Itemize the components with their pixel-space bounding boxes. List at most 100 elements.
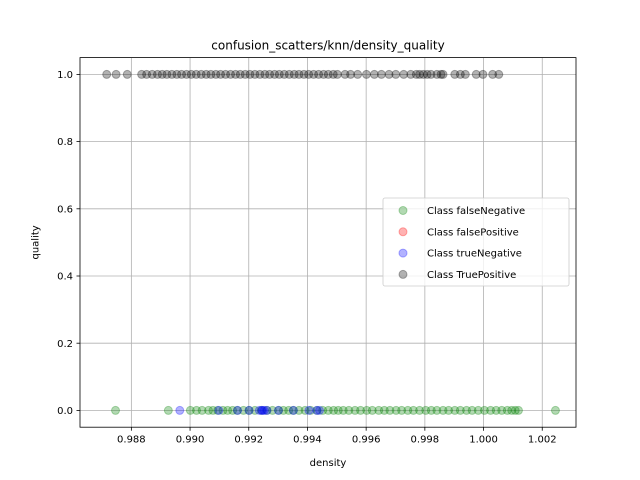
data-point xyxy=(361,69,371,79)
data-point xyxy=(244,405,254,415)
data-point xyxy=(309,69,319,79)
data-point xyxy=(172,69,182,79)
data-point xyxy=(473,405,483,415)
data-point xyxy=(232,405,242,415)
data-point xyxy=(204,405,214,415)
data-point xyxy=(444,405,454,415)
data-point xyxy=(167,69,177,79)
data-point xyxy=(479,405,489,415)
data-point xyxy=(467,405,477,415)
data-point xyxy=(491,405,501,415)
data-point xyxy=(260,69,270,79)
data-point xyxy=(415,69,425,79)
x-tick-label: 1.002 xyxy=(528,435,557,446)
data-point xyxy=(422,69,432,79)
data-point xyxy=(274,405,284,415)
data-point xyxy=(333,405,343,415)
data-point xyxy=(278,405,288,415)
data-point xyxy=(376,69,386,79)
data-point xyxy=(196,69,206,79)
data-point xyxy=(208,405,218,415)
data-point xyxy=(397,405,407,415)
data-point xyxy=(152,69,162,79)
legend-label: Class TruePositive xyxy=(427,270,516,281)
data-point xyxy=(304,69,314,79)
data-point xyxy=(406,69,416,79)
data-point xyxy=(162,69,172,79)
data-point xyxy=(186,69,196,79)
data-point xyxy=(137,69,147,79)
data-point xyxy=(250,69,260,79)
data-point xyxy=(147,69,157,79)
data-point xyxy=(460,69,470,79)
data-point xyxy=(221,69,231,79)
data-point xyxy=(391,405,401,415)
data-point xyxy=(318,405,328,415)
data-point xyxy=(279,69,289,79)
series-class-truenegative xyxy=(175,405,324,415)
y-tick-label: 1.0 xyxy=(57,70,73,81)
data-point xyxy=(332,69,342,79)
data-point xyxy=(284,69,294,79)
legend-marker xyxy=(398,206,408,215)
series-class-truepositive xyxy=(102,69,504,79)
data-point xyxy=(314,69,324,79)
data-point xyxy=(432,405,442,415)
data-point xyxy=(274,69,284,79)
data-point xyxy=(192,405,202,415)
data-point xyxy=(391,69,401,79)
x-axis-ticks: 0.988 0.990 0.992 0.994 0.996 0.998 1.000 1.002 xyxy=(117,427,557,446)
data-point xyxy=(214,405,224,415)
data-point xyxy=(111,405,121,415)
data-point xyxy=(362,405,372,415)
legend-label: Class trueNegative xyxy=(427,249,522,260)
data-point xyxy=(254,405,264,415)
data-point xyxy=(399,69,409,79)
data-point xyxy=(273,405,283,415)
data-point xyxy=(245,69,255,79)
legend-marker xyxy=(398,248,408,258)
data-point xyxy=(455,405,465,415)
data-point xyxy=(488,69,498,79)
data-point xyxy=(478,69,488,79)
data-point xyxy=(432,69,442,79)
data-point xyxy=(502,405,512,415)
y-tick-label: 0.4 xyxy=(57,272,73,283)
data-point xyxy=(403,405,413,415)
data-point xyxy=(329,405,339,415)
data-point xyxy=(265,69,275,79)
data-point xyxy=(384,69,394,79)
x-tick-label: 0.992 xyxy=(234,435,263,446)
data-point xyxy=(163,405,173,415)
x-tick-label: 0.998 xyxy=(411,435,440,446)
data-point xyxy=(191,69,201,79)
data-point xyxy=(438,405,448,415)
data-point xyxy=(312,405,322,415)
data-point xyxy=(385,405,395,415)
data-point xyxy=(111,69,121,79)
data-point xyxy=(157,69,167,79)
data-point xyxy=(300,405,310,415)
data-point xyxy=(216,69,226,79)
data-point xyxy=(450,69,460,79)
data-point xyxy=(328,69,338,79)
data-point xyxy=(294,405,304,415)
data-point xyxy=(438,69,448,79)
y-tick-label: 0.2 xyxy=(57,339,73,350)
data-point xyxy=(323,405,333,415)
x-tick-label: 0.994 xyxy=(293,435,322,446)
data-point xyxy=(122,69,132,79)
data-point xyxy=(426,69,436,79)
data-point xyxy=(223,405,233,415)
data-point xyxy=(367,405,377,415)
legend: Class falseNegative Class falsePositive Cl… xyxy=(382,197,570,287)
data-point xyxy=(374,405,384,415)
y-axis-title: quality xyxy=(31,225,42,259)
data-point xyxy=(450,405,460,415)
y-tick-label: 0.6 xyxy=(57,204,73,215)
data-points xyxy=(102,69,560,415)
data-point xyxy=(289,69,299,79)
data-point xyxy=(312,405,322,415)
data-point xyxy=(306,405,316,415)
